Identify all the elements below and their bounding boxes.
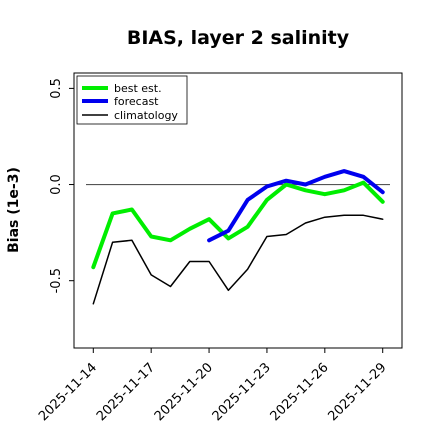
y-axis-label: Bias (1e-3) (6, 167, 22, 253)
x-tick-label: 2025-11-23 (210, 360, 274, 424)
series-line-best-est (91, 180, 385, 270)
y-tick-label: 0.5 (49, 78, 64, 99)
series-line-climatology (92, 214, 384, 305)
legend: best est. forecast climatology (76, 75, 188, 125)
x-tick-label: 2025-11-17 (94, 360, 158, 424)
y-tick-label: 0.0 (49, 174, 64, 195)
x-tick-label: 2025-11-20 (152, 360, 216, 424)
chart-title: BIAS, layer 2 salinity (127, 27, 350, 49)
plot-frame (73, 72, 403, 349)
x-tick-label: 2025-11-26 (268, 360, 332, 424)
legend-label-climatology: climatology (114, 109, 178, 122)
series-line-forecast (207, 169, 385, 243)
x-tick-label: 2025-11-14 (36, 360, 100, 424)
legend-label-best-est: best est. (114, 82, 162, 95)
x-tick-label: 2025-11-29 (325, 360, 389, 424)
y-tick-label: -0.5 (49, 268, 64, 293)
legend-label-forecast: forecast (114, 95, 159, 108)
